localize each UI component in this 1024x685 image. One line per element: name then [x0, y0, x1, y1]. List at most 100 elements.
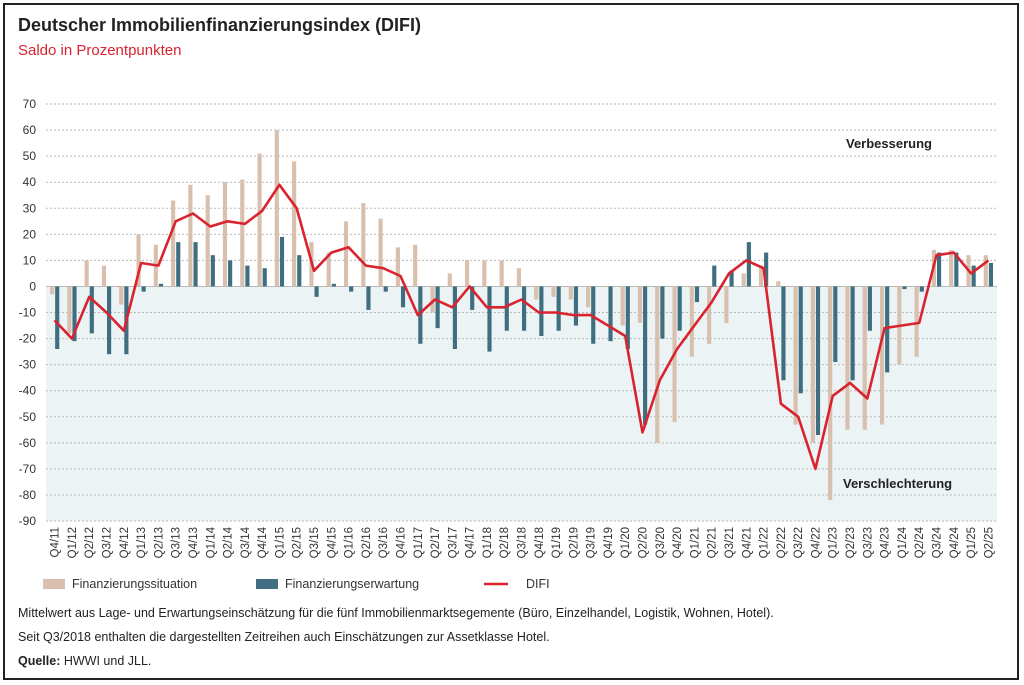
bar-situation: [84, 260, 89, 287]
bar-situation: [707, 286, 712, 344]
y-tick-label: -50: [19, 410, 37, 424]
x-tick-label: Q4/16: [395, 527, 407, 558]
x-tick-label: Q2/22: [776, 527, 788, 558]
x-tick-label: Q3/24: [931, 526, 943, 558]
x-tick-label: Q2/21: [707, 527, 719, 558]
x-tick-label: Q2/15: [292, 527, 304, 558]
bar-situation: [828, 286, 833, 501]
bar-expectation: [573, 286, 579, 326]
bar-expectation: [141, 286, 146, 292]
bar-expectation: [781, 286, 786, 381]
bar-expectation: [694, 286, 700, 303]
x-tick-label: Q3/12: [102, 527, 114, 558]
bar-situation: [378, 218, 383, 287]
bar-situation: [222, 182, 228, 287]
annotation-verbesserung: Verbesserung: [846, 136, 932, 151]
source-value: HWWI und JLL.: [60, 654, 152, 668]
bar-situation: [793, 286, 798, 425]
bar-expectation: [470, 286, 475, 310]
x-tick-label: Q4/24: [949, 526, 961, 558]
x-tick-label: Q1/14: [205, 526, 217, 558]
bar-expectation: [297, 255, 302, 287]
legend-label-difi: DIFI: [526, 577, 550, 591]
bar-expectation: [331, 283, 336, 287]
x-tick-label: Q4/14: [257, 526, 269, 558]
bar-expectation: [210, 255, 215, 287]
bar-situation: [361, 203, 366, 287]
bar-expectation: [314, 286, 319, 297]
bar-expectation: [643, 286, 648, 425]
x-tick-label: Q3/19: [586, 527, 598, 558]
bar-situation: [274, 130, 279, 287]
bar-expectation: [867, 286, 872, 331]
source-label: Quelle:: [18, 654, 61, 668]
bar-situation: [257, 153, 262, 287]
x-tick-label: Q3/17: [447, 527, 459, 558]
bar-expectation: [833, 286, 838, 363]
x-tick-label: Q4/17: [465, 527, 477, 558]
y-tick-label: -40: [19, 384, 37, 398]
annotation-verschlechterung: Verschlechterung: [843, 476, 952, 491]
page-subtitle: Saldo in Prozentpunkten: [18, 42, 182, 59]
bar-expectation: [729, 270, 734, 287]
bar-expectation: [556, 286, 561, 331]
bar-situation: [620, 286, 625, 326]
bar-expectation: [400, 286, 406, 308]
bar-situation: [914, 286, 919, 357]
bar-situation: [776, 281, 781, 287]
bar-expectation: [435, 286, 440, 329]
bar-situation: [343, 221, 349, 287]
bar-situation: [413, 244, 418, 287]
note-line-1: Mittelwert aus Lage- und Erwartungseinsc…: [18, 606, 774, 620]
bar-situation: [603, 286, 608, 287]
bar-expectation: [902, 286, 907, 290]
x-tick-label: Q3/21: [724, 527, 736, 558]
bar-situation: [949, 249, 954, 287]
y-tick-label: 70: [23, 97, 37, 111]
x-tick-label: Q1/25: [966, 527, 978, 558]
y-tick-label: -30: [19, 358, 37, 372]
bar-situation: [724, 286, 729, 323]
bar-expectation: [764, 252, 769, 287]
bar-situation: [534, 286, 539, 300]
x-tick-label: Q4/11: [50, 527, 62, 557]
bar-situation: [499, 260, 504, 287]
bar-expectation: [366, 286, 371, 310]
y-tick-label: 0: [29, 279, 36, 293]
x-tick-label: Q3/16: [378, 527, 390, 558]
y-tick-label: 30: [23, 201, 37, 215]
y-tick-label: -70: [19, 462, 37, 476]
bar-situation: [758, 265, 764, 287]
bar-situation: [292, 161, 297, 287]
bar-situation: [845, 286, 850, 430]
y-tick-label: 20: [23, 227, 37, 241]
x-tick-label: Q1/19: [551, 527, 563, 558]
x-tick-label: Q4/19: [603, 527, 615, 558]
x-tick-label: Q2/17: [430, 527, 442, 558]
bar-expectation: [988, 262, 994, 287]
bar-situation: [447, 273, 452, 287]
bar-situation: [862, 286, 867, 430]
bar-expectation: [608, 286, 613, 342]
x-tick-label: Q1/23: [828, 527, 840, 558]
bar-situation: [205, 195, 210, 287]
bar-situation: [810, 286, 815, 443]
bar-situation: [637, 286, 643, 323]
x-tick-label: Q2/20: [638, 527, 650, 558]
x-tick-label: Q3/18: [517, 527, 529, 558]
legend-swatch-expectation: [256, 579, 278, 589]
x-tick-label: Q4/20: [672, 527, 684, 558]
x-tick-label: Q4/22: [810, 527, 822, 558]
bar-situation: [188, 184, 193, 287]
x-tick-label: Q4/15: [326, 527, 338, 558]
bar-expectation: [487, 286, 492, 352]
bar-expectation: [245, 265, 250, 287]
x-tick-label: Q3/20: [655, 527, 667, 558]
x-tick-label: Q3/15: [309, 527, 321, 558]
bar-situation: [101, 265, 107, 287]
x-tick-label: Q2/23: [845, 527, 857, 558]
y-tick-label: 10: [23, 253, 37, 267]
y-tick-label: -10: [19, 306, 37, 320]
bar-situation: [171, 200, 176, 287]
bar-situation: [689, 286, 694, 357]
